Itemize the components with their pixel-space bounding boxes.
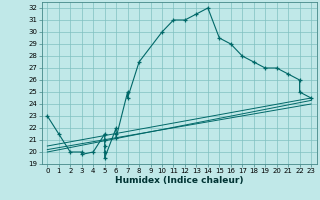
X-axis label: Humidex (Indice chaleur): Humidex (Indice chaleur) — [115, 176, 244, 185]
